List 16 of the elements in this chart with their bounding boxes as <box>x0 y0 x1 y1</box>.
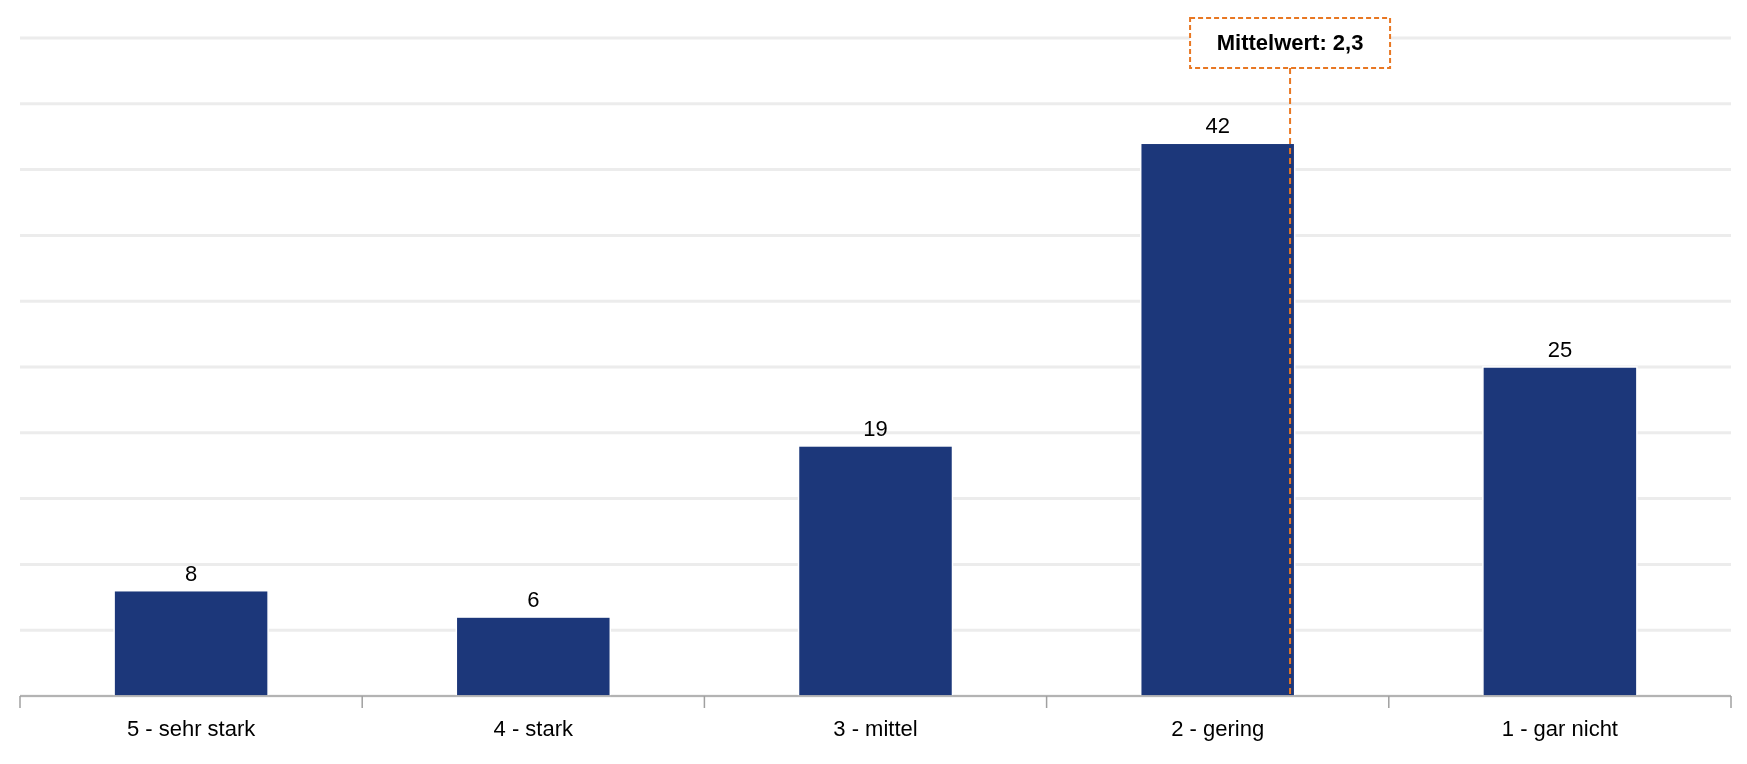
bar <box>113 589 269 697</box>
data-label: 42 <box>1205 113 1230 139</box>
x-tick-label: 4 - stark <box>493 716 575 741</box>
x-tick-label: 5 - sehr stark <box>126 716 257 741</box>
ref-line-label: Mittelwert: 2,3 <box>1216 30 1364 55</box>
bar <box>797 445 954 697</box>
x-tick-label: 3 - mittel <box>833 716 918 741</box>
x-tick-label: 1 - gar nicht <box>1501 716 1618 741</box>
data-label: 8 <box>184 560 198 586</box>
data-label: 19 <box>863 415 888 441</box>
bar <box>1482 366 1638 697</box>
bar <box>455 616 612 697</box>
x-tick-label: 2 - gering <box>1171 716 1265 741</box>
bar <box>1139 142 1296 697</box>
data-label: 25 <box>1547 337 1573 362</box>
data-label: 6 <box>527 587 540 613</box>
